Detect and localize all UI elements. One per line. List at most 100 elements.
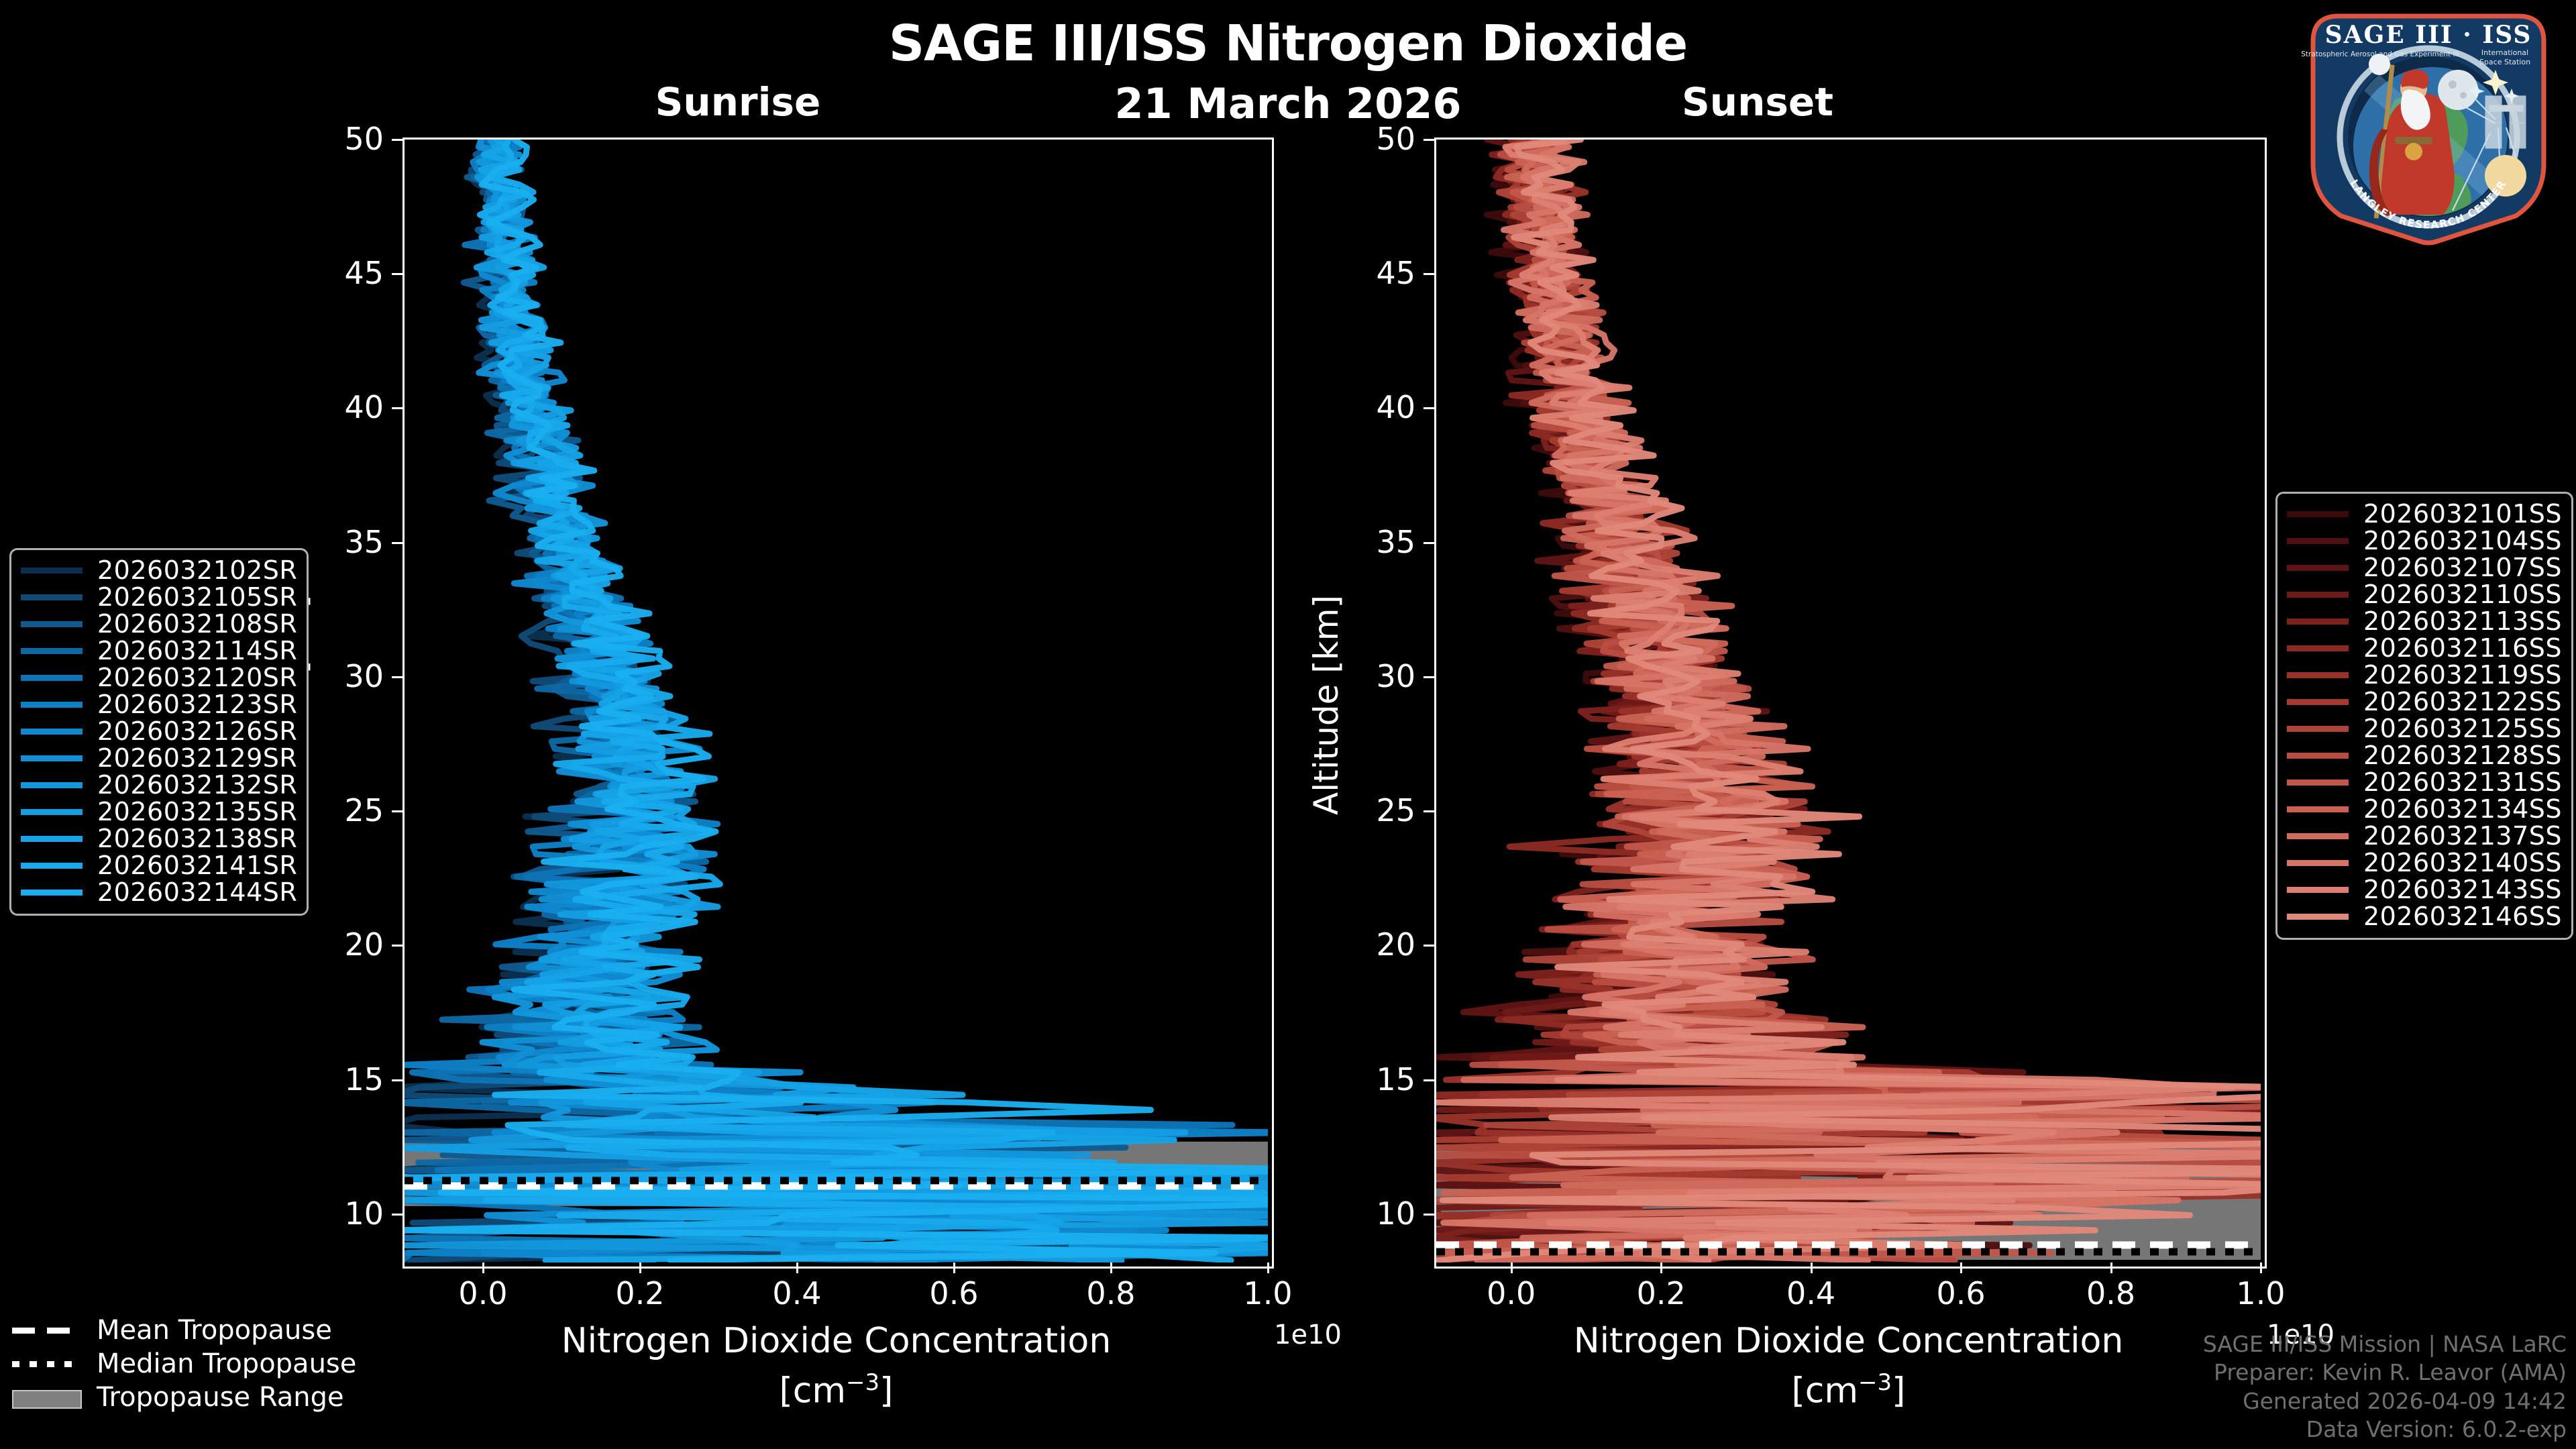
legend-item[interactable]: 2026032105SR bbox=[21, 582, 298, 612]
y-tick-label: 30 bbox=[1376, 657, 1415, 694]
sunset-plot-area bbox=[1434, 138, 2267, 1269]
dotted-line-icon bbox=[12, 1355, 82, 1373]
y-tick-label: 25 bbox=[1376, 792, 1415, 829]
legend-item[interactable]: 2026032146SS bbox=[2287, 902, 2563, 931]
legend-series-label: 2026032110SS bbox=[2363, 580, 2563, 609]
x-axis-offset-text: 1e10 bbox=[1274, 1320, 1342, 1350]
legend-item[interactable]: 2026032144SR bbox=[21, 877, 298, 907]
sage-iii-iss-mission-patch-logo: SAGE III · ISS Stratospheric Aerosol and… bbox=[2290, 0, 2563, 247]
x-tick-mark bbox=[1810, 1263, 1813, 1273]
legend-item[interactable]: 2026032116SS bbox=[2287, 633, 2562, 663]
y-tick-label: 30 bbox=[344, 657, 384, 694]
y-tick-mark bbox=[392, 1079, 402, 1081]
legend-item[interactable]: 2026032137SS bbox=[2287, 821, 2563, 851]
legend-item[interactable]: 2026032141SR bbox=[21, 851, 297, 880]
y-tick-mark bbox=[392, 273, 402, 276]
legend-series-label: 2026032140SS bbox=[2363, 848, 2563, 877]
legend-item[interactable]: 2026032125SS bbox=[2287, 714, 2562, 743]
y-tick-label: 50 bbox=[344, 121, 384, 157]
legend-item[interactable]: 2026032138SR bbox=[21, 824, 297, 853]
legend-item[interactable]: 2026032128SS bbox=[2287, 741, 2562, 770]
y-tick-label: 25 bbox=[344, 792, 384, 829]
legend-item[interactable]: 2026032114SR bbox=[21, 636, 297, 665]
y-tick-mark bbox=[1424, 273, 1434, 276]
legend-item[interactable]: 2026032120SR bbox=[21, 663, 297, 692]
profile-line bbox=[405, 140, 1272, 1264]
legend-item[interactable]: 2026032131SS bbox=[2287, 767, 2562, 797]
x-tick-mark bbox=[2110, 1263, 2112, 1273]
legend-color-swatch bbox=[21, 701, 83, 708]
legend-series-label: 2026032132SR bbox=[97, 770, 298, 800]
legend-item[interactable]: 2026032134SS bbox=[2287, 794, 2562, 824]
legend-color-swatch bbox=[2287, 698, 2349, 705]
legend-series-label: 2026032146SS bbox=[2363, 902, 2563, 931]
legend-color-swatch bbox=[2287, 913, 2349, 920]
legend-series-label: 2026032126SR bbox=[97, 716, 298, 746]
legend-series-label: 2026032113SS bbox=[2363, 606, 2563, 636]
legend-series-label: 2026032137SS bbox=[2363, 821, 2563, 851]
legend-series-label: 2026032135SR bbox=[97, 797, 298, 826]
legend-item[interactable]: 2026032129SR bbox=[21, 743, 297, 773]
x-tick-mark bbox=[2260, 1263, 2262, 1273]
legend-item[interactable]: 2026032140SS bbox=[2287, 848, 2563, 877]
legend-series-label: 2026032143SS bbox=[2363, 875, 2563, 904]
x-tick-mark bbox=[1267, 1263, 1269, 1273]
legend-color-swatch bbox=[2287, 672, 2349, 678]
x-axis-label-line2: [cm−3] bbox=[779, 1369, 894, 1411]
y-tick-mark bbox=[392, 407, 402, 410]
legend-item[interactable]: 2026032110SS bbox=[2287, 580, 2563, 609]
y-tick-mark bbox=[392, 810, 402, 813]
legend-item[interactable]: 2026032101SS bbox=[2287, 499, 2562, 529]
y-tick-mark bbox=[392, 676, 402, 678]
y-tick-label: 10 bbox=[1376, 1195, 1415, 1232]
legend-series-label: 2026032119SS bbox=[2363, 660, 2563, 690]
y-tick-mark bbox=[392, 1213, 402, 1216]
legend-item-mean-tropopause: Mean Tropopause bbox=[12, 1313, 356, 1347]
legend-item[interactable]: 2026032104SS bbox=[2287, 526, 2562, 555]
legend-item[interactable]: 2026032108SR bbox=[21, 609, 298, 639]
dashed-line-icon bbox=[12, 1322, 82, 1339]
x-tick-mark bbox=[1660, 1263, 1663, 1273]
legend-item[interactable]: 2026032143SS bbox=[2287, 875, 2563, 904]
x-tick-label: 0.6 bbox=[1936, 1275, 1986, 1311]
sunset-panel-title: Sunset bbox=[1682, 79, 1833, 125]
legend-series-label: 2026032105SR bbox=[97, 582, 298, 612]
date-subtitle: 21 March 2026 bbox=[1114, 79, 1462, 128]
legend-series-label: 2026032122SS bbox=[2363, 687, 2563, 716]
y-tick-label: 40 bbox=[344, 389, 384, 426]
legend-color-swatch bbox=[21, 808, 83, 815]
x-tick-mark bbox=[1960, 1263, 1963, 1273]
legend-color-swatch bbox=[21, 755, 83, 761]
legend-item[interactable]: 2026032132SR bbox=[21, 770, 298, 800]
legend-color-swatch bbox=[2287, 645, 2349, 651]
legend-color-swatch bbox=[2287, 752, 2349, 759]
legend-item[interactable]: 2026032123SR bbox=[21, 690, 298, 719]
y-tick-label: 35 bbox=[1376, 523, 1415, 560]
legend-color-swatch bbox=[2287, 618, 2349, 625]
legend-item[interactable]: 2026032126SR bbox=[21, 716, 298, 746]
legend-series-label: 2026032123SR bbox=[97, 690, 298, 719]
legend-color-swatch bbox=[21, 674, 83, 681]
legend-series-label: 2026032108SR bbox=[97, 609, 298, 639]
legend-item[interactable]: 2026032135SR bbox=[21, 797, 298, 826]
legend-color-swatch bbox=[2287, 886, 2349, 893]
y-tick-mark bbox=[1424, 676, 1434, 678]
y-tick-mark bbox=[1424, 541, 1434, 544]
legend-series-label: 2026032144SR bbox=[97, 877, 298, 907]
legend-item[interactable]: 2026032102SR bbox=[21, 555, 298, 585]
sunrise-legend[interactable]: 2026032102SR 2026032105SR 2026032108SR 2026… bbox=[9, 548, 309, 916]
tropopause-legend: Mean Tropopause Median Tropopause Tropop… bbox=[12, 1313, 356, 1414]
x-axis-label-line2: [cm−3] bbox=[1791, 1369, 1906, 1411]
sunrise-panel-title: Sunrise bbox=[655, 79, 821, 125]
legend-color-swatch bbox=[2287, 779, 2349, 786]
legend-item[interactable]: 2026032107SS bbox=[2287, 553, 2562, 582]
sunset-legend[interactable]: 2026032101SS 2026032104SS 2026032107SS 2026… bbox=[2275, 492, 2574, 940]
legend-item-median-tropopause: Median Tropopause bbox=[12, 1347, 356, 1381]
legend-series-label: 2026032102SR bbox=[97, 555, 298, 585]
x-tick-label: 0.4 bbox=[1786, 1275, 1836, 1311]
legend-color-swatch bbox=[2287, 591, 2349, 598]
legend-item[interactable]: 2026032119SS bbox=[2287, 660, 2563, 690]
page-title: SAGE III/ISS Nitrogen Dioxide bbox=[888, 15, 1688, 72]
legend-item[interactable]: 2026032113SS bbox=[2287, 606, 2563, 636]
legend-item[interactable]: 2026032122SS bbox=[2287, 687, 2563, 716]
